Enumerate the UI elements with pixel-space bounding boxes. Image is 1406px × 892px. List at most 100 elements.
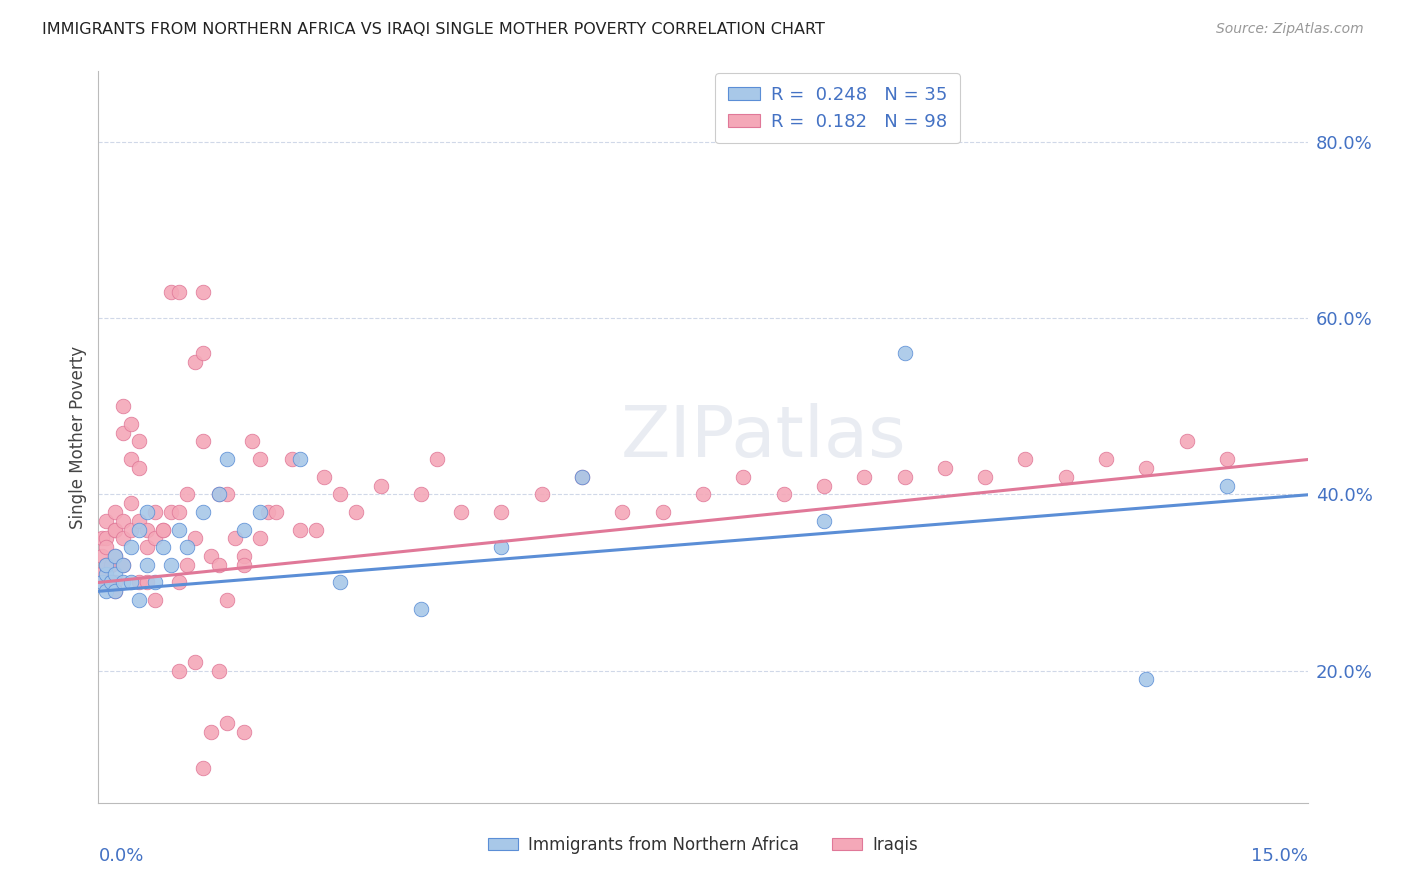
Point [232,549,254,563]
Point [100,575,122,590]
Point [813,514,835,528]
Point [111,558,134,572]
Point [160,558,183,572]
Point [143,593,166,607]
Point [111,532,134,546]
Point [193,346,215,360]
Point [120,452,142,467]
Point [90,566,112,581]
Point [96,514,118,528]
Point [193,285,215,299]
Point [288,452,311,467]
Point [305,523,328,537]
Text: 0.0%: 0.0% [98,847,143,864]
Point [208,664,231,678]
Point [111,558,134,572]
Point [193,760,215,774]
Point [103,566,125,581]
Point [135,558,157,572]
Legend: Immigrants from Northern Africa, Iraqis: Immigrants from Northern Africa, Iraqis [481,829,925,860]
Point [128,514,150,528]
Point [240,434,263,449]
Point [111,399,134,413]
Point [184,355,207,369]
Point [409,602,432,616]
Point [103,584,125,599]
Point [571,469,593,483]
Point [111,514,134,528]
Point [217,452,239,467]
Point [264,505,287,519]
Point [1135,461,1157,475]
Point [111,425,134,440]
Point [167,664,190,678]
Point [733,469,755,483]
Point [143,575,166,590]
Point [160,285,183,299]
Point [91,575,114,590]
Point [120,496,142,510]
Point [120,417,142,431]
Point [288,523,311,537]
Point [893,346,915,360]
Point [184,532,207,546]
Point [103,575,125,590]
Point [256,505,278,519]
Point [491,540,513,554]
Point [152,523,174,537]
Point [167,285,190,299]
Point [232,558,254,572]
Point [974,469,997,483]
Point [135,523,157,537]
Point [167,523,190,537]
Point [143,505,166,519]
Point [217,487,239,501]
Point [208,487,231,501]
Point [96,575,118,590]
Text: 15.0%: 15.0% [1250,847,1308,864]
Point [103,523,125,537]
Point [1175,434,1198,449]
Point [1216,478,1239,492]
Point [193,434,215,449]
Point [135,575,157,590]
Point [409,487,432,501]
Point [772,487,794,501]
Point [100,558,122,572]
Point [128,575,150,590]
Point [135,505,157,519]
Point [167,505,190,519]
Point [491,505,513,519]
Point [249,505,271,519]
Point [217,593,239,607]
Point [152,540,174,554]
Point [530,487,553,501]
Point [103,505,125,519]
Text: IMMIGRANTS FROM NORTHERN AFRICA VS IRAQI SINGLE MOTHER POVERTY CORRELATION CHART: IMMIGRANTS FROM NORTHERN AFRICA VS IRAQI… [42,22,825,37]
Point [120,523,142,537]
Point [128,593,150,607]
Point [344,505,367,519]
Point [813,478,835,492]
Point [1095,452,1118,467]
Point [217,716,239,731]
Point [893,469,915,483]
Point [232,523,254,537]
Point [450,505,472,519]
Point [135,540,157,554]
Point [96,532,118,546]
Point [370,478,392,492]
Point [1216,452,1239,467]
Point [571,469,593,483]
Point [91,549,114,563]
Point [128,523,150,537]
Point [128,434,150,449]
Y-axis label: Single Mother Poverty: Single Mother Poverty [69,345,87,529]
Point [1135,673,1157,687]
Point [200,725,222,739]
Point [184,655,207,669]
Point [1014,452,1036,467]
Point [96,558,118,572]
Point [208,558,231,572]
Point [103,549,125,563]
